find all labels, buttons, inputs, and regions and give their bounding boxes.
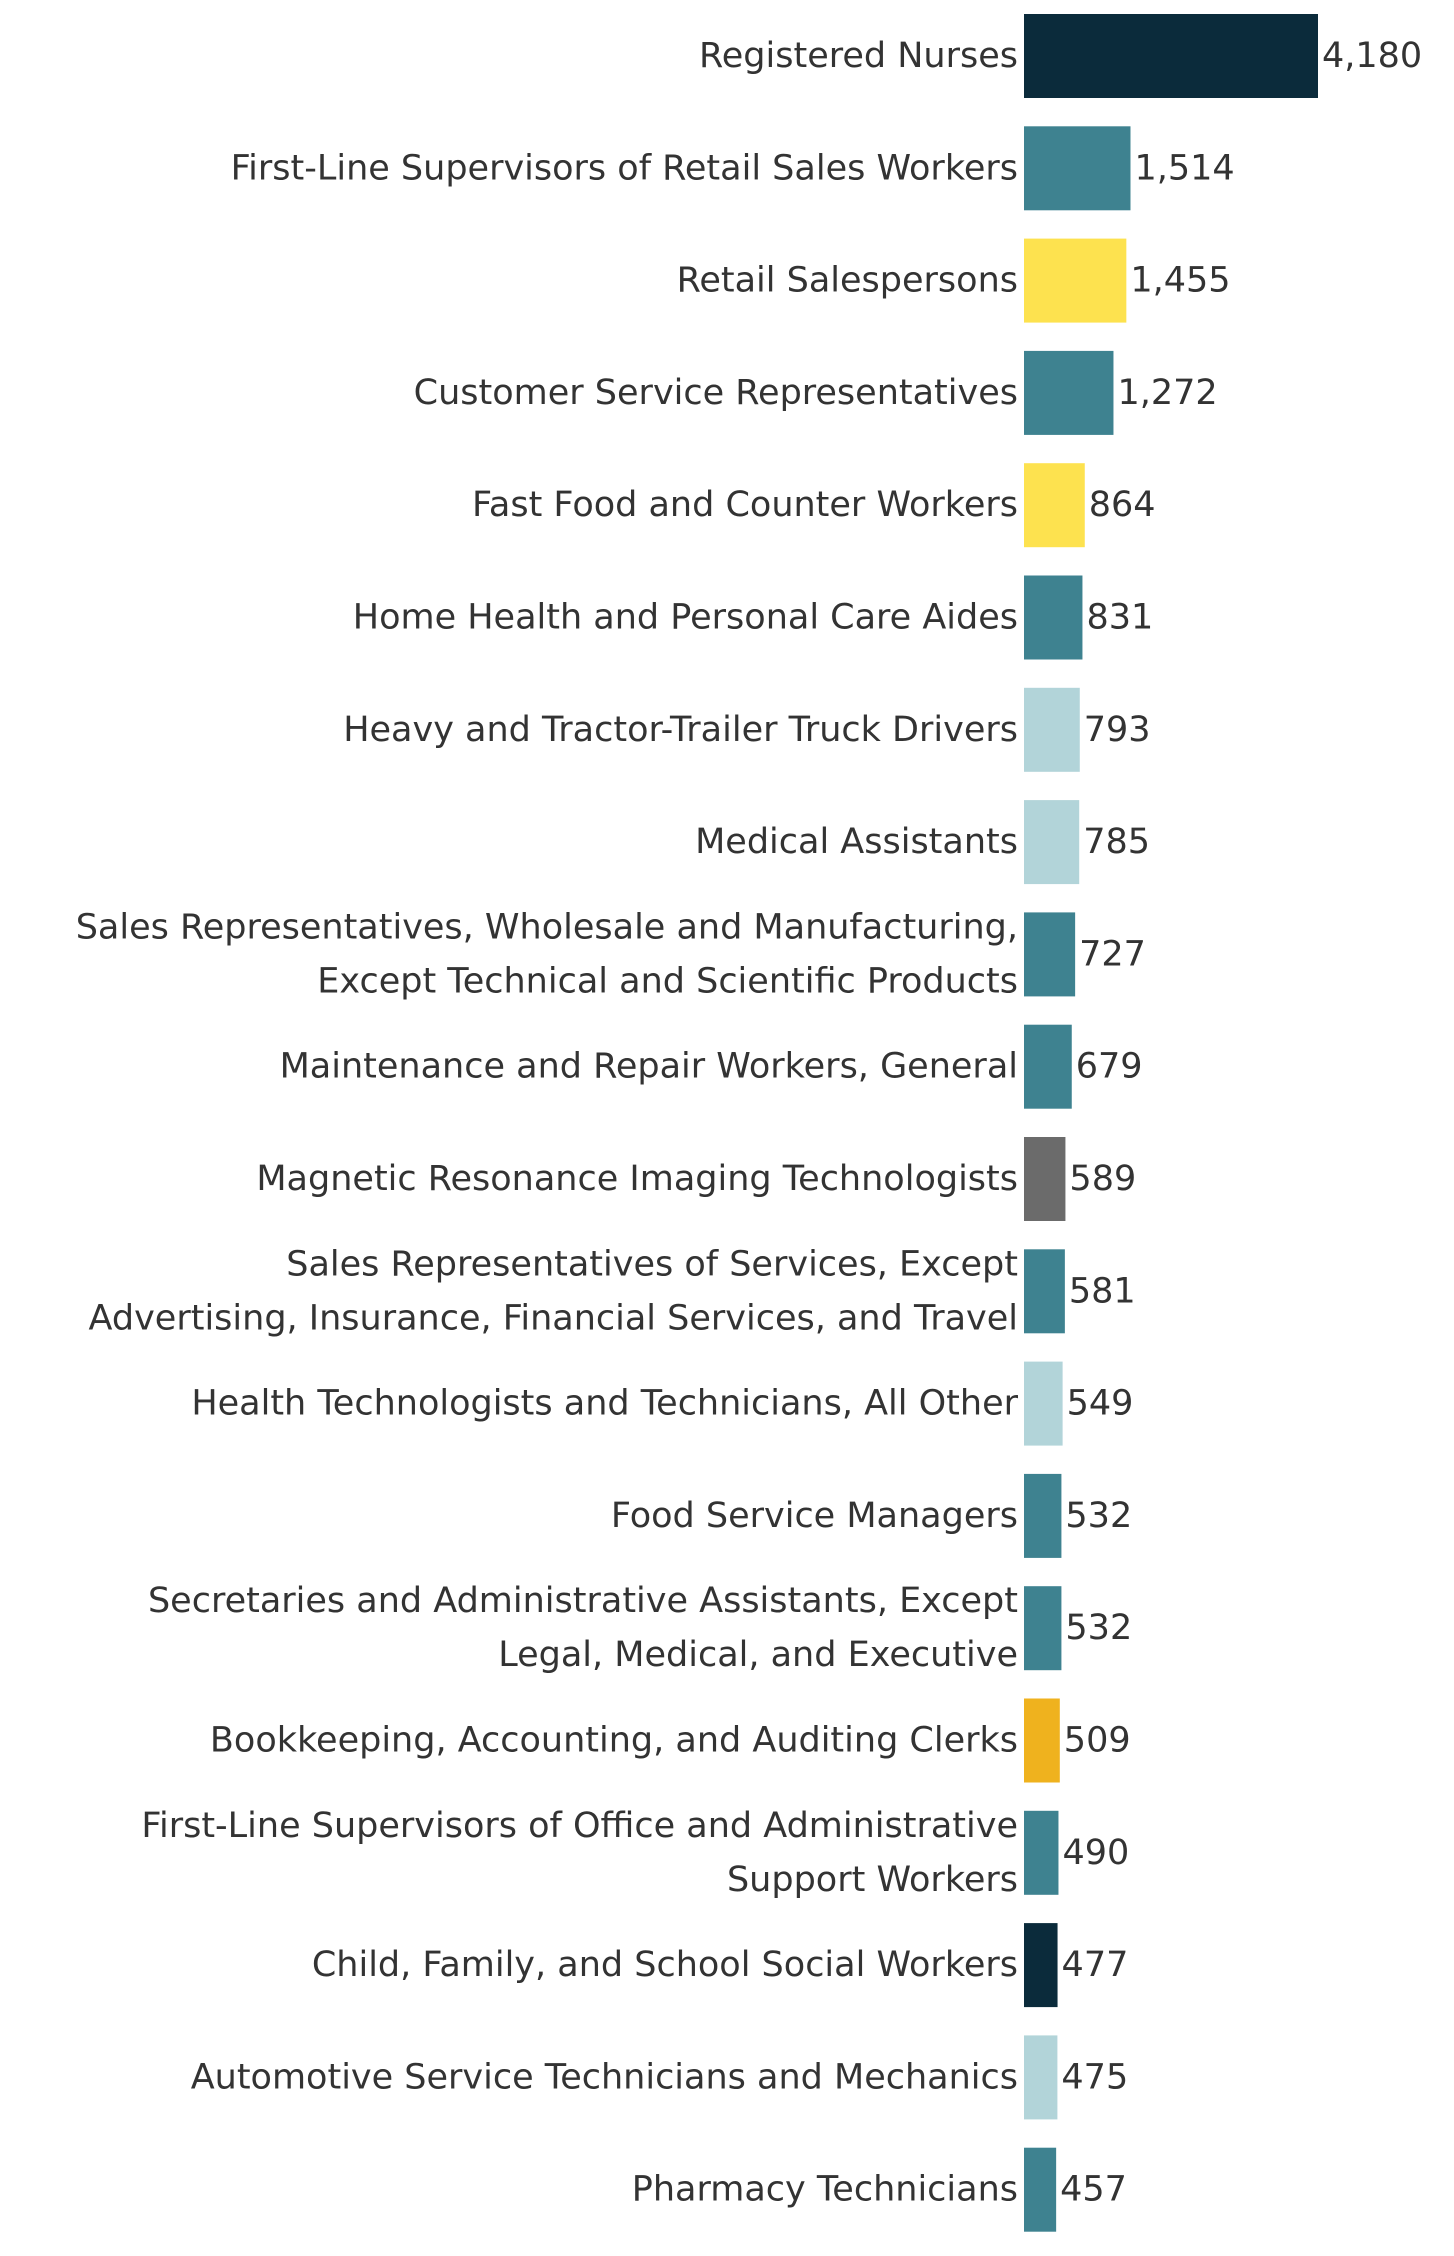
category-label: Automotive Service Technicians and Mecha… [191, 2057, 1018, 2097]
category-label: Home Health and Personal Care Aides [353, 598, 1018, 638]
bar [1024, 575, 1083, 660]
category-label: Support Workers [727, 1860, 1018, 1900]
category-label: Except Technical and Scientific Products [317, 961, 1018, 1001]
category-label: First-Line Supervisors of Retail Sales W… [231, 148, 1018, 188]
value-label: 727 [1079, 934, 1146, 974]
category-label: Heavy and Tractor-Trailer Truck Drivers [343, 710, 1018, 750]
bar [1024, 1586, 1062, 1671]
category-label: Customer Service Representatives [414, 373, 1018, 413]
value-label: 679 [1076, 1047, 1143, 1087]
category-label: First-Line Supervisors of Office and Adm… [141, 1806, 1018, 1846]
category-label: Sales Representatives of Services, Excep… [286, 1244, 1018, 1284]
value-label: 532 [1065, 1608, 1132, 1648]
bar [1024, 1473, 1062, 1558]
bar [1024, 912, 1076, 997]
category-label: Fast Food and Counter Workers [472, 485, 1018, 525]
value-label: 457 [1060, 2170, 1127, 2210]
bar [1024, 2035, 1058, 2120]
bar [1024, 1361, 1063, 1446]
category-label: Legal, Medical, and Executive [498, 1635, 1018, 1675]
value-label: 1,514 [1134, 148, 1234, 188]
category-label: Maintenance and Repair Workers, General [280, 1047, 1018, 1087]
bar [1024, 687, 1080, 772]
category-label: Retail Salespersons [677, 261, 1018, 301]
category-label: Pharmacy Technicians [632, 2170, 1018, 2210]
value-label: 549 [1067, 1384, 1134, 1424]
value-label: 589 [1069, 1159, 1136, 1199]
value-label: 4,180 [1322, 36, 1422, 76]
category-label: Medical Assistants [695, 822, 1018, 862]
bar [1024, 1137, 1066, 1221]
value-label: 475 [1061, 2057, 1128, 2097]
category-label: Child, Family, and School Social Workers [312, 1945, 1018, 1985]
bar [1024, 1923, 1058, 2008]
bar [1024, 1698, 1060, 1783]
bar [1024, 126, 1131, 211]
category-label: Bookkeeping, Accounting, and Auditing Cl… [210, 1721, 1018, 1761]
bar [1024, 800, 1080, 885]
value-label: 793 [1084, 710, 1151, 750]
category-label: Sales Representatives, Wholesale and Man… [76, 907, 1018, 947]
bar [1024, 1249, 1065, 1334]
category-label: Advertising, Insurance, Financial Servic… [89, 1298, 1018, 1338]
bar [1024, 463, 1085, 548]
value-label: 864 [1089, 485, 1156, 525]
value-label: 532 [1065, 1496, 1132, 1536]
category-label: Health Technologists and Technicians, Al… [191, 1384, 1018, 1424]
bar [1024, 238, 1127, 323]
value-label: 1,272 [1117, 373, 1217, 413]
value-label: 581 [1069, 1271, 1136, 1311]
value-label: 477 [1062, 1945, 1129, 1985]
bar [1024, 2147, 1057, 2232]
bar [1024, 350, 1114, 435]
value-label: 490 [1062, 1833, 1129, 1873]
category-label: Magnetic Resonance Imaging Technologists [256, 1159, 1018, 1199]
bar [1024, 1024, 1072, 1109]
value-label: 831 [1086, 598, 1153, 638]
value-label: 1,455 [1130, 261, 1230, 301]
bar [1024, 14, 1318, 98]
value-label: 509 [1064, 1721, 1131, 1761]
category-label: Secretaries and Administrative Assistant… [148, 1581, 1018, 1621]
value-label: 785 [1083, 822, 1150, 862]
category-label: Food Service Managers [611, 1496, 1018, 1536]
category-label: Registered Nurses [699, 36, 1018, 76]
bar [1024, 1810, 1059, 1895]
